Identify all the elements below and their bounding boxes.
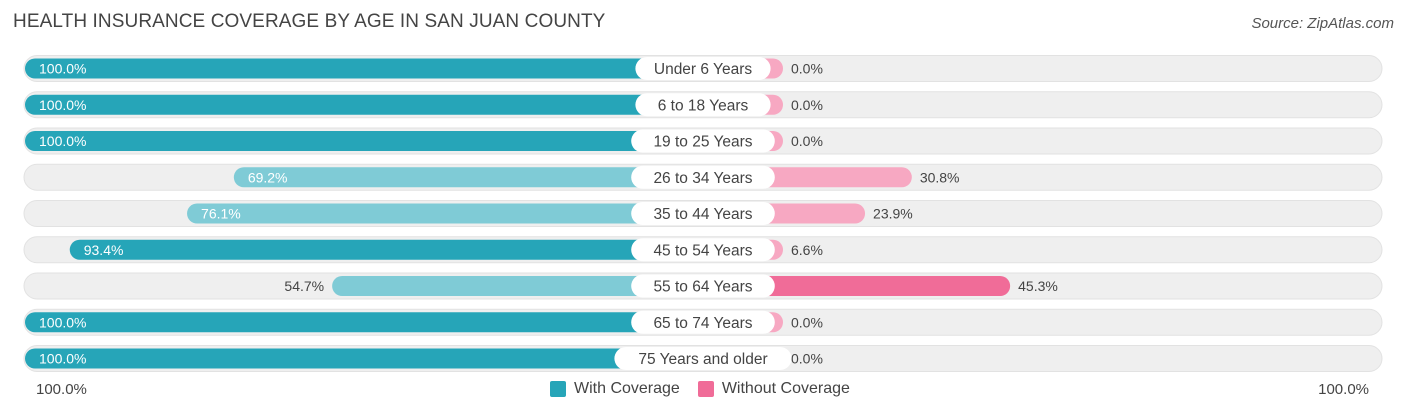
legend-item-with-coverage: With Coverage [550,380,680,398]
without-coverage-bar-55-to-64-years [703,276,1011,296]
with-coverage-label-35-to-44-years: 76.1% [201,206,241,222]
category-pill-19-to-25-years [631,129,775,153]
without-coverage-label-under-6-years: 0.0% [791,61,823,77]
category-label-26-to-34-years: 26 to 34 Years [653,170,752,187]
category-label-under-6-years: Under 6 Years [654,61,752,78]
category-label-6-to-18-years: 6 to 18 Years [658,97,749,114]
without-coverage-label-75-years-and-older: 0.0% [791,351,823,367]
category-label-75-years-and-older: 75 Years and older [638,351,767,368]
chart-title: HEALTH INSURANCE COVERAGE BY AGE IN SAN … [13,11,606,32]
category-label-45-to-54-years: 45 to 54 Years [653,242,752,259]
with-coverage-bar-19-to-25-years [25,131,703,151]
with-coverage-bar-65-to-74-years [25,312,703,333]
with-coverage-label-75-years-and-older: 100.0% [39,351,86,367]
category-label-35-to-44-years: 35 to 44 Years [653,206,752,223]
category-pill-6-to-18-years [635,93,771,117]
legend: With Coverage Without Coverage [550,380,868,398]
category-pill-45-to-54-years [631,238,775,262]
legend-item-without-coverage: Without Coverage [697,380,850,398]
legend-swatch-with-coverage [550,381,566,397]
category-label-65-to-74-years: 65 to 74 Years [653,315,752,332]
without-coverage-label-6-to-18-years: 0.0% [791,97,823,113]
category-pill-35-to-44-years [631,202,775,225]
without-coverage-label-45-to-54-years: 6.6% [791,242,823,258]
category-pill-65-to-74-years [631,310,775,334]
source-credit: Source: ZipAtlas.com [1251,15,1394,32]
legend-swatch-without-coverage [697,381,714,397]
with-coverage-label-26-to-34-years: 69.2% [248,169,288,185]
with-coverage-label-under-6-years: 100.0% [39,61,86,77]
with-coverage-label-65-to-74-years: 100.0% [39,314,86,330]
with-coverage-label-6-to-18-years: 100.0% [39,97,86,113]
category-label-19-to-25-years: 19 to 25 Years [653,134,752,151]
without-coverage-label-55-to-64-years: 45.3% [1018,278,1058,294]
with-coverage-bar-35-to-44-years [187,203,704,224]
with-coverage-label-55-to-64-years: 54.7% [284,278,324,294]
legend-label-with-coverage: With Coverage [574,380,680,397]
without-coverage-label-35-to-44-years: 23.9% [873,206,913,222]
legend-label-without-coverage: Without Coverage [721,380,850,397]
axis-right-label: 100.0% [1318,381,1369,398]
category-pill-55-to-64-years [631,274,775,298]
without-coverage-label-65-to-74-years: 0.0% [791,314,823,330]
with-coverage-bar-55-to-64-years [332,276,703,296]
category-pill-26-to-34-years [631,165,775,189]
with-coverage-label-19-to-25-years: 100.0% [39,133,86,149]
with-coverage-bar-6-to-18-years [25,94,703,115]
with-coverage-bar-75-years-and-older [25,348,703,369]
with-coverage-bar-45-to-54-years [69,239,704,260]
category-pill-75-years-and-older [614,347,792,370]
category-label-55-to-64-years: 55 to 64 Years [653,279,752,296]
with-coverage-bar-26-to-34-years [233,167,703,188]
with-coverage-bar-under-6-years [25,58,703,79]
with-coverage-label-45-to-54-years: 93.4% [84,242,124,258]
category-pill-under-6-years [635,57,771,80]
without-coverage-label-19-to-25-years: 0.0% [791,133,823,149]
axis-left-label: 100.0% [36,381,87,398]
without-coverage-label-26-to-34-years: 30.8% [920,169,960,185]
